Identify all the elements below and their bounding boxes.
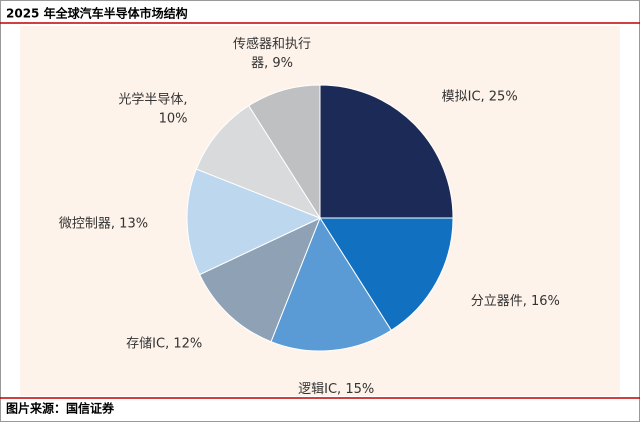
slice-label-line: 微控制器, 13% xyxy=(59,216,148,231)
chart-title: 2025 年全球汽车半导体市场结构 xyxy=(6,6,188,21)
slice-label-line: 10% xyxy=(159,111,188,126)
slice-label: 微控制器, 13% xyxy=(59,216,148,231)
slice-label: 传感器和执行器, 9% xyxy=(233,35,311,70)
slice-label-line: 逻辑IC, 15% xyxy=(298,382,374,397)
pie-slice xyxy=(195,105,322,220)
slice-label-line: 存储IC, 12% xyxy=(126,336,202,351)
slice-label: 存储IC, 12% xyxy=(126,336,202,351)
slice-label-line: 模拟IC, 25% xyxy=(442,89,518,104)
source: 图片来源：国信证券 xyxy=(6,401,115,416)
pie-slice xyxy=(319,217,454,331)
slice-label: 模拟IC, 25% xyxy=(442,89,518,104)
pie-slice xyxy=(186,168,322,276)
slice-label-line: 器, 9% xyxy=(251,55,293,70)
pie-slice xyxy=(198,217,321,343)
pie-slice xyxy=(270,216,392,352)
slice-label-line: 光学半导体, xyxy=(118,91,187,107)
slice-label: 分立器件, 16% xyxy=(471,293,560,308)
slice-label-line: 传感器和执行 xyxy=(233,35,311,51)
slice-label: 逻辑IC, 15% xyxy=(298,382,374,397)
slice-label-line: 分立器件, 16% xyxy=(471,293,560,308)
slice-label: 光学半导体, 10% xyxy=(118,91,187,126)
pie-slice xyxy=(319,84,454,219)
pie-slice xyxy=(248,84,321,220)
